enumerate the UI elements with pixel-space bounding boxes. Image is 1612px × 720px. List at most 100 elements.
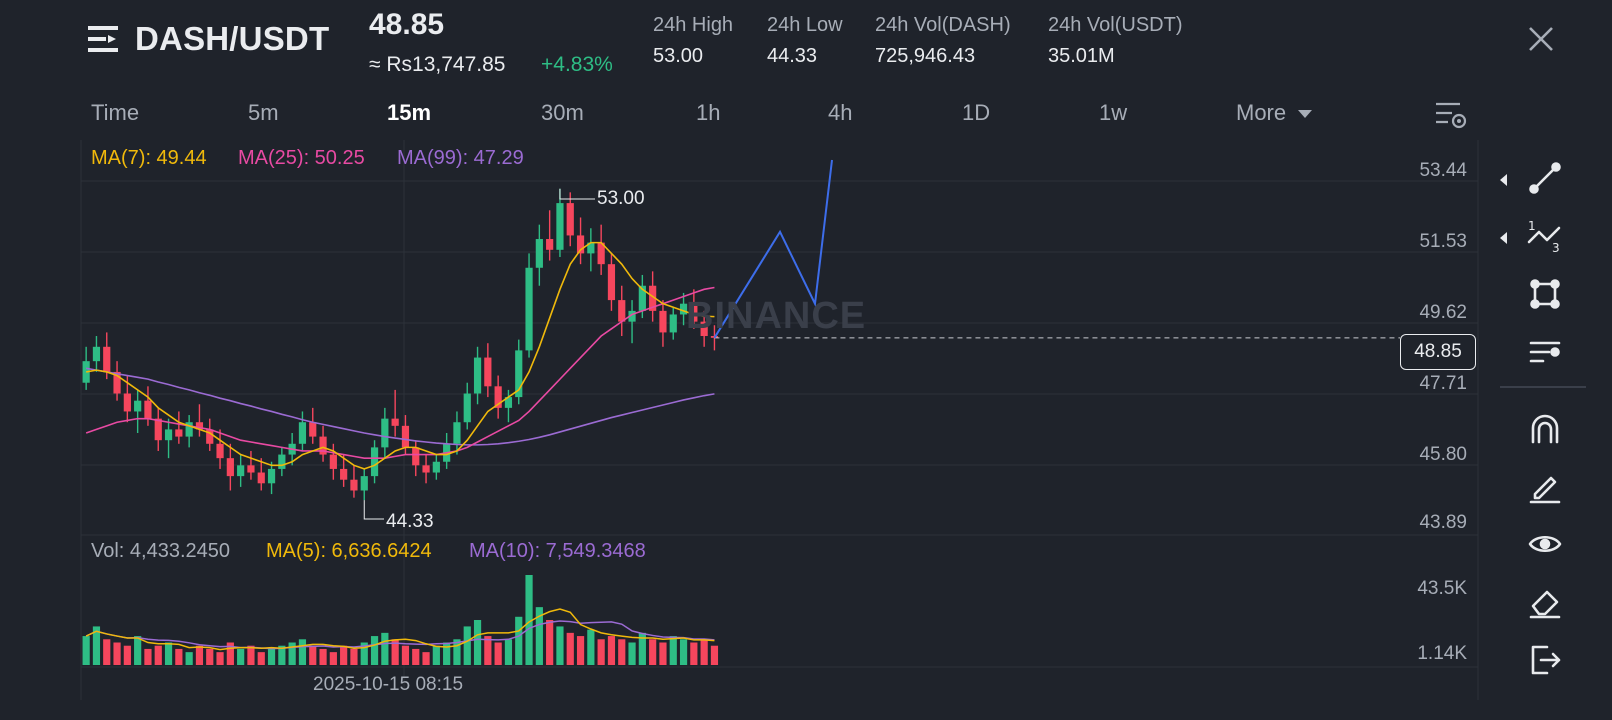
volume-bar — [484, 636, 492, 665]
trend-line-icon[interactable] — [1523, 156, 1567, 200]
volume-bar — [206, 648, 214, 665]
candle-body — [319, 436, 327, 455]
indicator-settings-icon[interactable] — [1523, 330, 1567, 374]
volume-bar — [690, 642, 698, 665]
tab-1d[interactable]: 1D — [962, 100, 991, 125]
candle-body — [649, 285, 657, 311]
volume-bar — [154, 645, 162, 665]
candle-body — [298, 422, 307, 444]
candle-body — [700, 321, 708, 337]
candle-body — [267, 468, 276, 484]
candle-body — [669, 314, 677, 333]
volume-bar — [278, 645, 286, 665]
candle-body — [216, 443, 224, 459]
eraser-icon[interactable] — [1523, 580, 1567, 624]
pencil-icon[interactable] — [1523, 464, 1567, 508]
menu-icon[interactable] — [86, 22, 120, 56]
rectangle-icon[interactable] — [1523, 272, 1567, 316]
candle-body — [123, 393, 131, 412]
volume-ma10-line — [85, 620, 715, 650]
tab-more[interactable]: More — [1236, 100, 1313, 126]
candle-body — [576, 235, 585, 254]
pair-title[interactable]: DASH/USDT — [135, 20, 330, 57]
candle-body — [154, 418, 162, 441]
ma7-line — [86, 241, 715, 470]
volume-bar — [298, 639, 307, 665]
candle-body — [659, 310, 667, 333]
expand-arrow-icon[interactable] — [1500, 174, 1507, 186]
volume-bar — [422, 652, 430, 665]
candle-body — [381, 418, 389, 448]
price-axis-label: 49.62 — [1419, 302, 1467, 323]
legend-ma99[interactable]: MA(99): 47.29 — [397, 147, 524, 169]
candle-body — [340, 468, 348, 480]
tab-time[interactable]: Time — [91, 100, 140, 125]
candle-body — [175, 429, 183, 437]
volume-bar — [473, 620, 482, 665]
volume-bar — [340, 645, 348, 665]
volume-bar — [175, 648, 183, 665]
volume-bar — [237, 648, 245, 665]
volume-bar — [82, 636, 90, 665]
candle-body — [628, 310, 636, 322]
candle-body — [679, 303, 688, 315]
candle-body — [607, 264, 616, 301]
volume-axis-label: 43.5K — [1417, 578, 1467, 599]
tab-5m[interactable]: 5m — [248, 100, 279, 125]
candle-body — [463, 393, 471, 423]
candle-body — [370, 447, 379, 477]
candle-body — [185, 422, 193, 437]
candle-body — [92, 346, 101, 362]
volume-bar — [710, 645, 719, 665]
price-axis-label: 43.89 — [1419, 512, 1467, 533]
volume-bar — [535, 607, 543, 665]
volume-bar — [350, 648, 358, 665]
magnet-icon[interactable] — [1523, 406, 1567, 450]
price-axis-label: 51.53 — [1419, 231, 1467, 252]
high-marker-line — [559, 188, 595, 200]
tab-1h[interactable]: 1h — [696, 100, 721, 125]
candle-body — [329, 454, 337, 469]
candle-body — [401, 425, 410, 448]
stat-value-vol-quote: 35.01M — [1048, 45, 1115, 67]
legend-ma7[interactable]: MA(7): 49.44 — [91, 147, 207, 169]
chart-settings-icon[interactable] — [1434, 100, 1468, 130]
legend-vol-ma5[interactable]: MA(5): 6,636.6424 — [266, 540, 432, 562]
exit-icon[interactable] — [1523, 638, 1567, 682]
volume-ma5-line — [85, 608, 715, 651]
expand-arrow-icon[interactable] — [1500, 232, 1507, 244]
volume-bar — [113, 642, 121, 665]
volume-bar — [164, 642, 173, 665]
legend-volume[interactable]: Vol: 4,433.2450 — [91, 540, 231, 562]
volume-bar — [504, 639, 513, 665]
header-bar: DASH/USDT 48.85 ≈ Rs13,747.85 +4.83% 24h… — [0, 0, 1612, 95]
stat-label-vol-base: 24h Vol(DASH) — [875, 14, 1011, 36]
svg-text:3: 3 — [1552, 241, 1560, 254]
volume-bar — [134, 636, 142, 665]
eye-icon[interactable] — [1523, 522, 1567, 566]
candle-body — [618, 300, 626, 322]
candle-body — [453, 422, 461, 444]
volume-bar — [546, 620, 554, 665]
stat-value-vol-base: 725,946.43 — [875, 45, 976, 67]
tab-30m[interactable]: 30m — [541, 100, 584, 125]
candle-body — [535, 239, 543, 268]
candle-body — [164, 429, 173, 441]
candle-body — [226, 458, 234, 477]
tab-15m[interactable]: 15m — [387, 100, 432, 125]
tab-4h[interactable]: 4h — [828, 100, 853, 125]
volume-bar — [618, 639, 626, 665]
candle-body — [638, 285, 646, 311]
close-icon[interactable] — [1524, 22, 1558, 56]
low-price-marker: 44.33 — [386, 511, 434, 532]
volume-bar — [185, 652, 193, 665]
volume-bar — [267, 648, 276, 665]
tab-1w[interactable]: 1w — [1099, 100, 1128, 125]
volume-bar — [412, 648, 420, 665]
candle-body — [257, 472, 265, 484]
price-axis-label: 53.44 — [1419, 160, 1467, 181]
legend-vol-ma10[interactable]: MA(10): 7,549.3468 — [469, 540, 646, 562]
legend-ma25[interactable]: MA(25): 50.25 — [238, 147, 365, 169]
